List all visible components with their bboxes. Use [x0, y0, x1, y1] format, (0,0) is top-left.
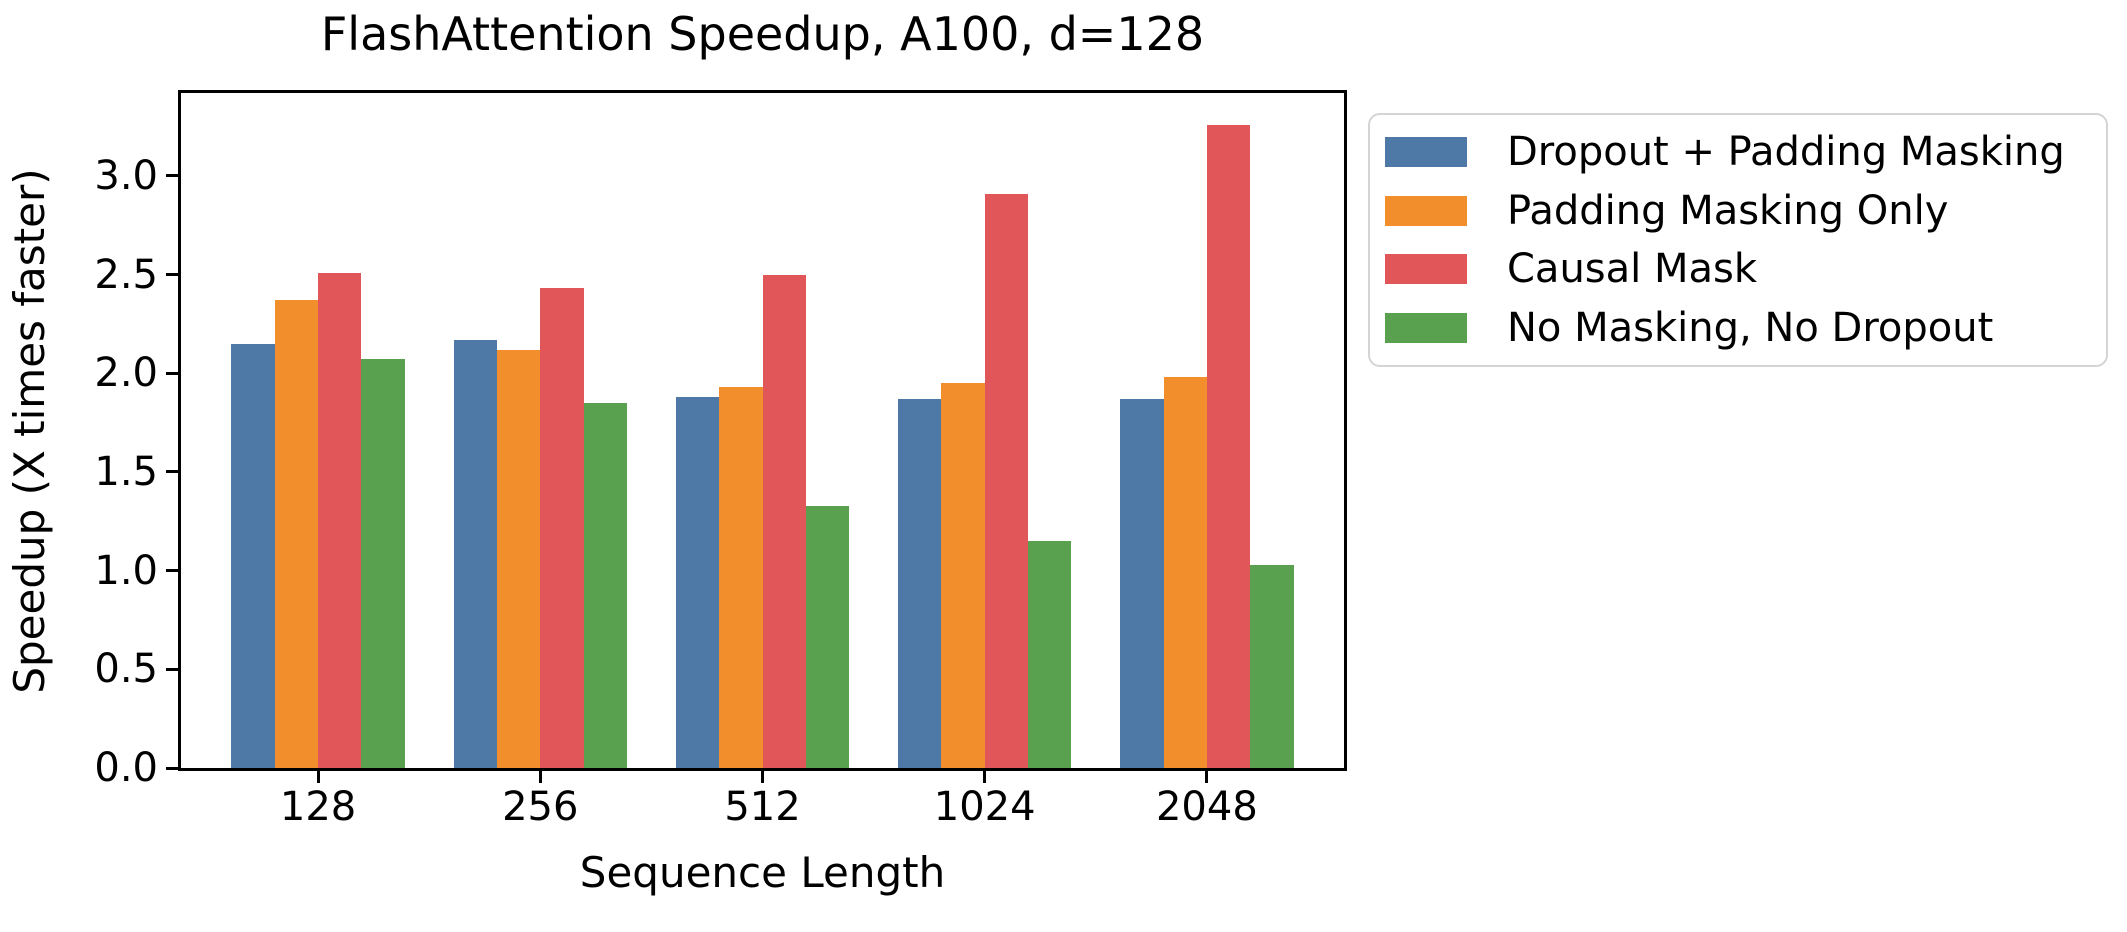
- bar-series1-x512: [719, 387, 763, 768]
- x-tick-label: 1024: [933, 784, 1036, 830]
- x-axis-label: Sequence Length: [579, 848, 946, 897]
- x-tick-mark: [316, 771, 320, 783]
- y-tick-label: 2.0: [94, 350, 158, 397]
- legend-label: No Masking, No Dropout: [1507, 304, 1994, 351]
- y-tick-label: 0.0: [94, 745, 158, 791]
- y-tick-mark: [166, 667, 178, 671]
- y-tick-mark: [166, 569, 178, 573]
- legend-swatch-icon: [1385, 312, 1467, 343]
- legend-item: No Masking, No Dropout: [1385, 306, 2106, 350]
- bar-series1-x2048: [1163, 377, 1207, 768]
- bar-groups: [181, 93, 1344, 768]
- bar-series2-x256: [540, 288, 584, 768]
- x-tick-label: 128: [279, 784, 357, 830]
- legend: Dropout + Padding Masking Padding Masking…: [1368, 113, 2108, 367]
- y-tick-label: 2.5: [94, 251, 158, 298]
- y-tick-mark: [166, 766, 178, 770]
- x-tick-mark: [983, 771, 987, 783]
- y-tick-label: 3.0: [94, 152, 158, 199]
- legend-item: Causal Mask: [1385, 247, 2106, 291]
- bar-series1-x1024: [941, 383, 985, 768]
- legend-label: Dropout + Padding Masking: [1507, 129, 2065, 176]
- y-axis-label: Speedup (X times faster): [5, 168, 54, 694]
- x-tick-label: 512: [724, 784, 801, 830]
- bar-series2-x1024: [984, 193, 1029, 768]
- bar-series1-x128: [274, 300, 319, 768]
- bar-group-2048: [1096, 93, 1318, 768]
- bar-series2-x128: [318, 272, 362, 768]
- bar-series0-x512: [675, 396, 720, 768]
- bar-series3-x1024: [1028, 541, 1072, 768]
- bar-series0-x1024: [898, 398, 942, 768]
- bar-series3-x256: [583, 402, 627, 768]
- y-tick-mark: [166, 273, 178, 277]
- bar-series3-x128: [361, 359, 405, 768]
- x-tick-label: 256: [502, 784, 579, 830]
- bar-series0-x2048: [1120, 398, 1164, 768]
- x-tick-mark: [1205, 771, 1209, 783]
- bar-series3-x512: [805, 505, 850, 768]
- legend-item: Dropout + Padding Masking: [1385, 130, 2106, 174]
- x-tick-mark: [538, 771, 542, 783]
- bar-series0-x128: [231, 343, 275, 768]
- x-tick-label: 2048: [1155, 784, 1258, 830]
- legend-label: Padding Masking Only: [1507, 187, 1949, 234]
- legend-item: Padding Masking Only: [1385, 189, 2106, 233]
- bar-group-512: [651, 93, 873, 768]
- chart-title: FlashAttention Speedup, A100, d=128: [320, 7, 1205, 61]
- bar-series2-x512: [762, 274, 806, 768]
- y-tick-mark: [166, 371, 178, 375]
- legend-label: Causal Mask: [1507, 246, 1757, 293]
- x-tick-mark: [761, 771, 764, 783]
- y-tick-mark: [166, 470, 178, 474]
- plot-area: 0.0 0.5 1.0 1.5 2.0 2.5 3.0 128 256 512 1024 2048: [94, 90, 1347, 828]
- legend-swatch-icon: [1385, 195, 1467, 226]
- bar-series3-x2048: [1250, 564, 1294, 768]
- bar-series0-x256: [453, 339, 497, 768]
- bar-series2-x2048: [1206, 124, 1251, 768]
- bar-group-256: [429, 93, 651, 768]
- y-tick-label: 0.5: [94, 646, 158, 693]
- bar-series1-x256: [496, 349, 541, 768]
- legend-swatch-icon: [1385, 254, 1467, 285]
- legend-swatch-icon: [1385, 137, 1467, 168]
- y-tick-label: 1.0: [94, 547, 158, 594]
- bar-group-128: [207, 93, 429, 768]
- y-tick-mark: [166, 174, 178, 178]
- y-tick-label: 1.5: [94, 448, 158, 495]
- bar-group-1024: [874, 93, 1096, 768]
